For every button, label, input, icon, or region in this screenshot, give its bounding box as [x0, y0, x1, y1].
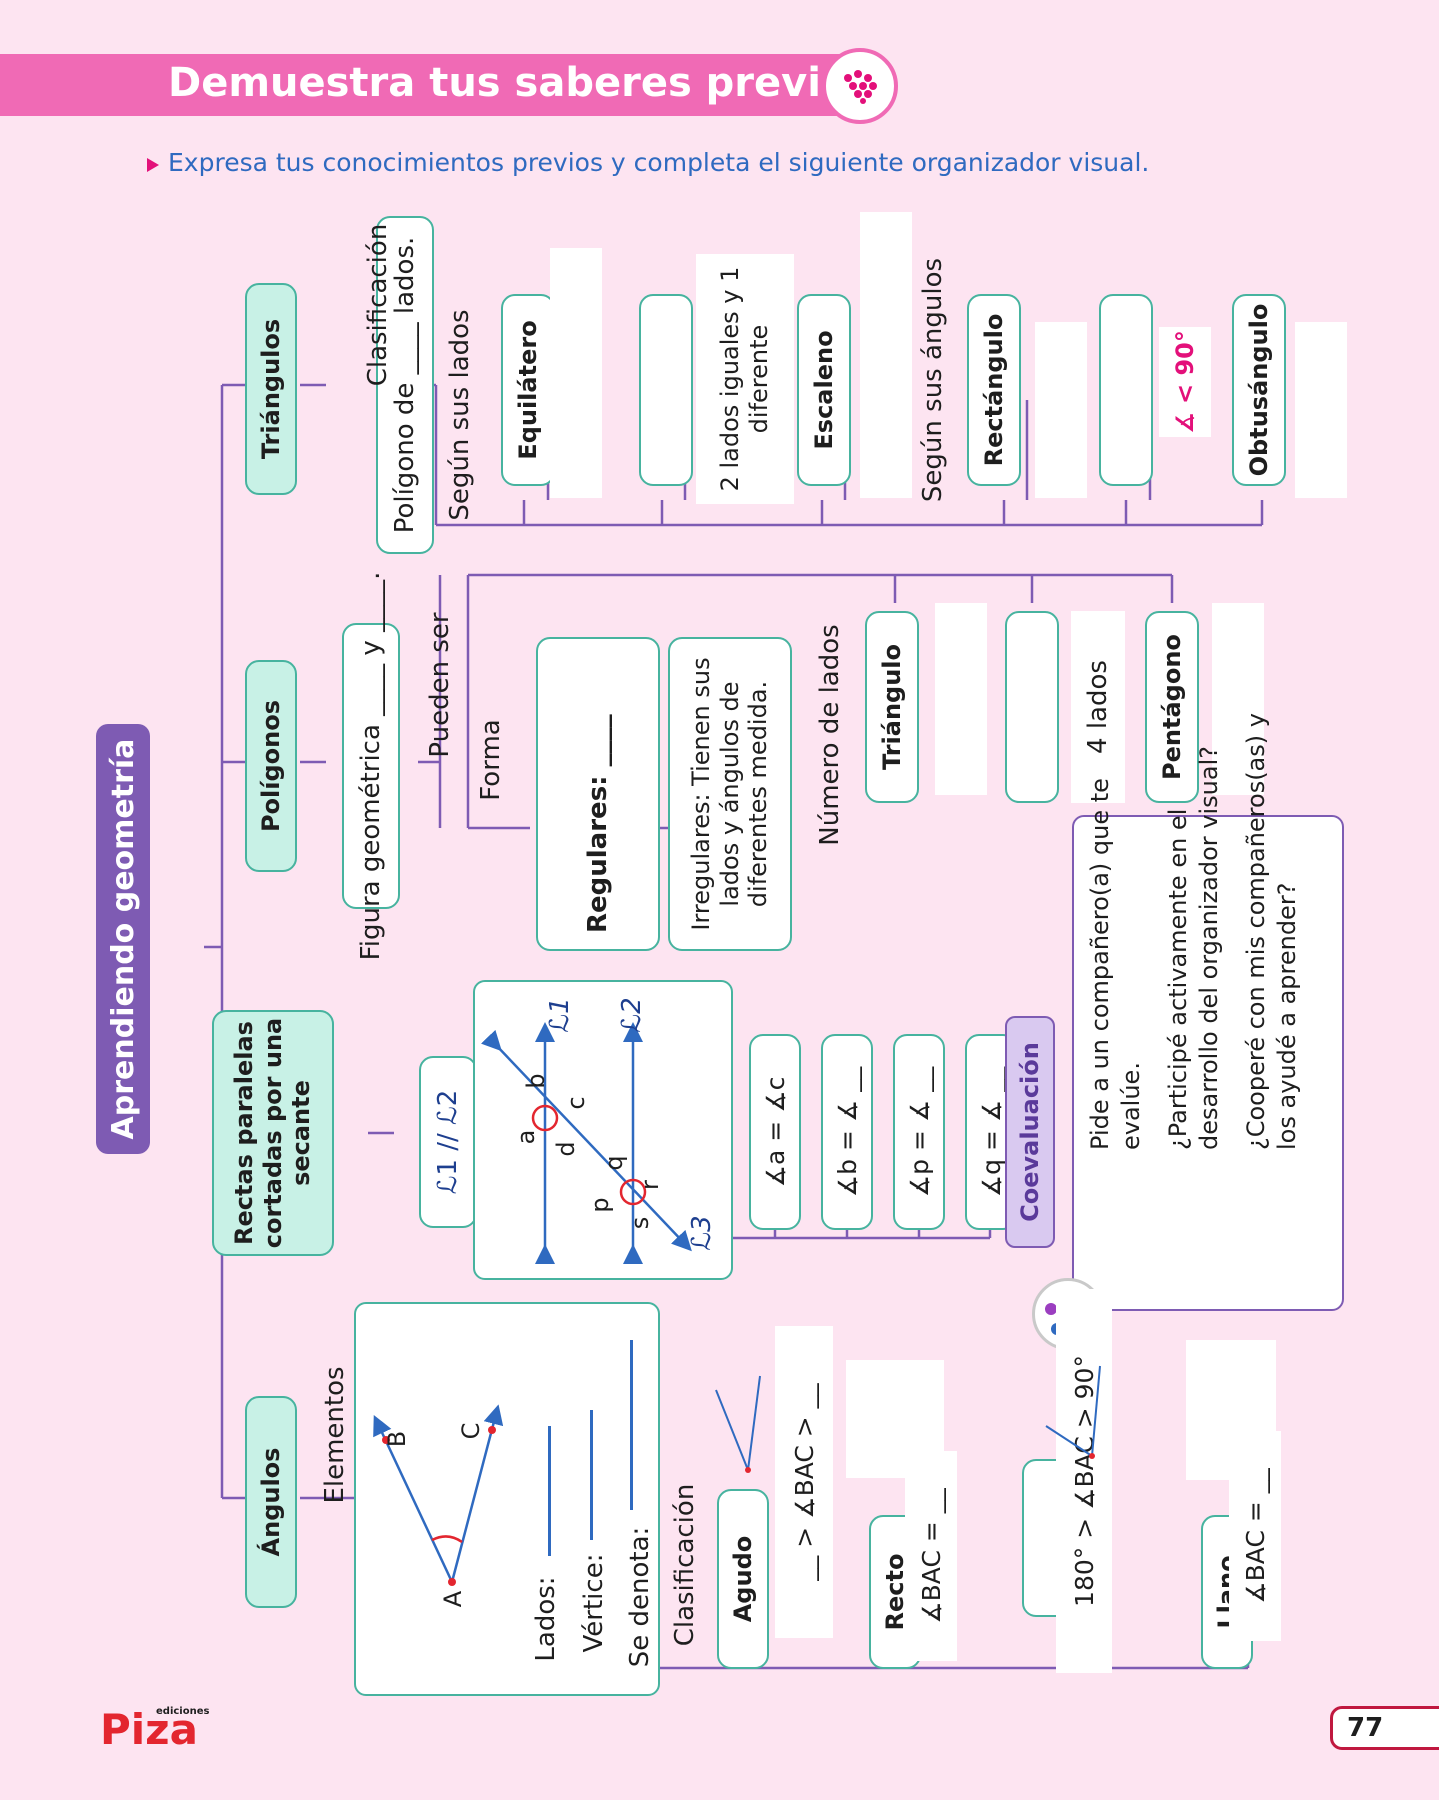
- page-number: 77: [1330, 1706, 1439, 1750]
- segun-angulos-label: Según sus ángulos: [918, 257, 948, 503]
- label-point-b: B: [383, 1430, 411, 1448]
- box-irregulares: Irregulares: Tienen sus lados y ángulos …: [668, 637, 792, 951]
- angle-label-p: p: [586, 1197, 614, 1213]
- llano-relation[interactable]: ∡BAC = __: [1229, 1431, 1281, 1641]
- angle-label-s: s: [626, 1216, 654, 1230]
- label-point-a: A: [439, 1590, 467, 1608]
- triangulos-clasificacion-label: Clasificación: [363, 223, 393, 387]
- eq-a-c: ∡a = ∡c: [749, 1034, 801, 1230]
- box-cuadrilatero-blank[interactable]: [1005, 611, 1059, 803]
- blank-equilatero[interactable]: [550, 248, 602, 498]
- angle-label-b: b: [522, 1073, 550, 1089]
- coev-p2: ¿Participé activamente en el desarrollo …: [1163, 746, 1223, 1150]
- node-triangulos: Triángulos: [245, 283, 297, 495]
- blank-denota[interactable]: [630, 1340, 633, 1510]
- angle-label-r: r: [636, 1180, 664, 1190]
- acute-angle-icon: [708, 1370, 764, 1480]
- blank-lados[interactable]: [548, 1426, 551, 1556]
- box-obtusangulo: Obtusángulo: [1232, 294, 1286, 486]
- publisher-logo-small: ediciones: [156, 1706, 210, 1717]
- blank-pentagono[interactable]: [1212, 603, 1264, 795]
- elementos-label: Elementos: [320, 1366, 350, 1504]
- forma-label: Forma: [476, 719, 506, 801]
- lados-label: Lados:: [531, 1576, 561, 1662]
- blank-vertice[interactable]: [590, 1410, 593, 1540]
- agudo-relation[interactable]: __ > ∡BAC > __: [775, 1326, 833, 1638]
- box-isosceles-blank[interactable]: [639, 294, 693, 486]
- box-escaleno: Escaleno: [797, 294, 851, 486]
- obtuse-angle-icon: [1040, 1360, 1130, 1460]
- node-angulos: Ángulos: [245, 1396, 297, 1608]
- coev-p1: Pide a un compañero(a) que te evalúe.: [1085, 778, 1145, 1150]
- brain-icon: [822, 48, 898, 124]
- recto-relation[interactable]: ∡BAC = __: [905, 1451, 957, 1661]
- label-l1: ℒ1: [545, 997, 575, 1033]
- box-menor90: ∡ < 90°: [1159, 327, 1211, 437]
- label-point-c: C: [457, 1422, 485, 1440]
- eq-p[interactable]: ∡p = ∡ __: [893, 1034, 945, 1230]
- box-agudo: Agudo: [717, 1489, 769, 1669]
- box-regulares[interactable]: Regulares: ____: [536, 637, 660, 951]
- denota-label: Se denota:: [625, 1526, 655, 1668]
- angle-label-d: d: [552, 1141, 580, 1157]
- header-banner: [0, 54, 845, 116]
- box-dos-lados: 2 lados iguales y 1 diferente: [696, 254, 794, 504]
- label-l2: ℒ2: [617, 997, 647, 1033]
- numero-lados-label: Número de lados: [815, 624, 845, 846]
- blank-escaleno[interactable]: [860, 212, 912, 498]
- secant-diagram: [473, 980, 733, 1280]
- box-paralelas: ℒ1 // ℒ2: [419, 1056, 477, 1228]
- angle-label-c: c: [562, 1096, 590, 1110]
- coev-p3: ¿Cooperé con mis compañeros(as) y los ay…: [1241, 713, 1301, 1150]
- main-node: Aprendiendo geometría: [96, 724, 150, 1154]
- blank-triangulo[interactable]: [935, 603, 987, 795]
- box-acutangulo-blank[interactable]: [1099, 294, 1153, 486]
- angle-elements-panel: [354, 1302, 660, 1696]
- eq-b[interactable]: ∡b = ∡ __: [821, 1034, 873, 1230]
- box-triangulo: Triángulo: [865, 611, 919, 803]
- segun-lados-label: Según sus lados: [445, 309, 475, 521]
- page-title: Demuestra tus saberes previos: [168, 60, 873, 106]
- obtuso-relation: 180° > ∡BAC > 90°: [1056, 1289, 1112, 1673]
- angulos-clasificacion-label: Clasificación: [670, 1483, 700, 1647]
- bullet-icon: [147, 158, 159, 172]
- label-l3: ℒ3: [687, 1215, 717, 1251]
- vertice-label: Vértice:: [579, 1553, 609, 1653]
- box-equilatero: Equilátero: [501, 294, 555, 486]
- box-rectangulo: Rectángulo: [967, 294, 1021, 486]
- coevaluacion-title: Coevaluación: [1005, 1016, 1055, 1248]
- coevaluacion-panel: [1072, 815, 1344, 1311]
- blank-obtusangulo[interactable]: [1295, 322, 1347, 498]
- pueden-ser-label: Pueden ser: [425, 612, 455, 758]
- instruction: Expresa tus conocimientos previos y comp…: [168, 148, 1150, 177]
- angle-label-a: a: [512, 1129, 540, 1145]
- node-rectas: Rectas paralelas cortadas por una secant…: [212, 1010, 334, 1256]
- node-poligonos: Polígonos: [245, 660, 297, 872]
- publisher-logo: Piza: [100, 1705, 198, 1754]
- blank-rectangulo[interactable]: [1035, 322, 1087, 498]
- angle-label-q: q: [600, 1155, 628, 1171]
- poligonos-def: Figura geométrica ____ y ____.: [342, 572, 400, 960]
